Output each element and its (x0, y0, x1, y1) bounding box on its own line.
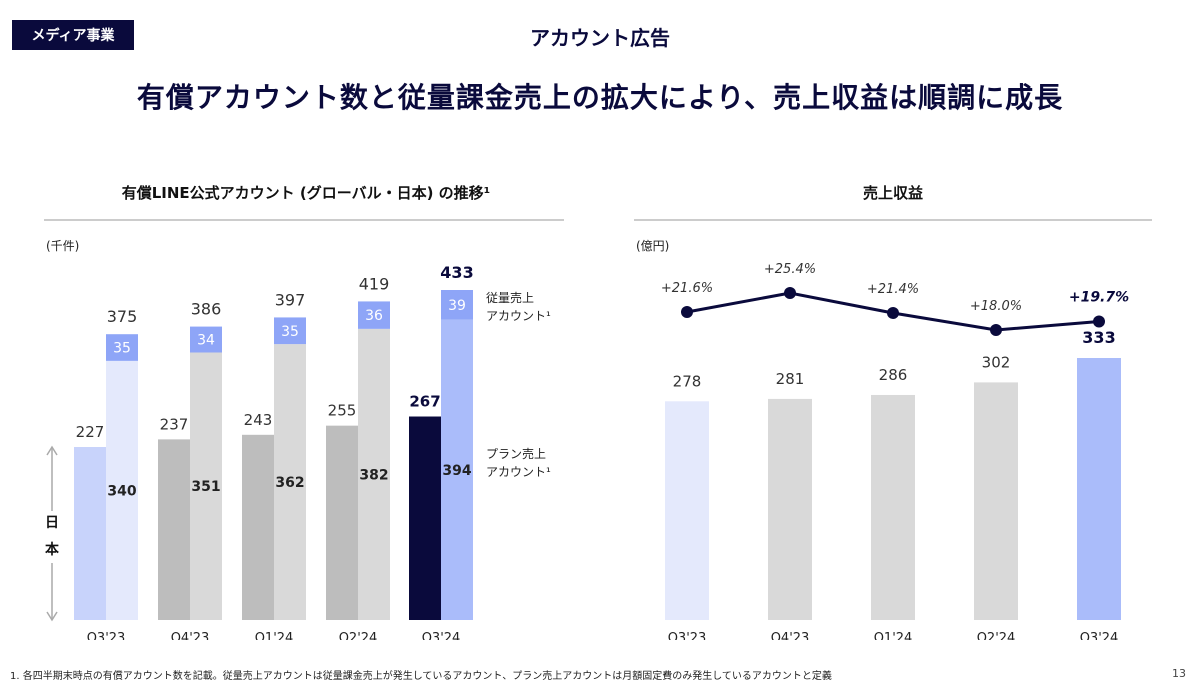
japan-account-bar (242, 434, 274, 620)
page-headline: 有償アカウント数と従量課金売上の拡大により、売上収益は順調に成長 (136, 81, 1064, 114)
growth-rate-label: +21.6% (661, 281, 713, 296)
plan-account-bar (106, 360, 138, 620)
japan-account-bar (158, 439, 190, 620)
usage-account-value-label: 35 (113, 341, 131, 357)
x-tick-label: Q4'23 (771, 631, 810, 640)
revenue-bar (974, 382, 1018, 620)
usage-account-value-label: 35 (281, 324, 299, 340)
plan-account-value-label: 394 (442, 463, 471, 479)
usage-account-bar (106, 334, 138, 361)
arrow-down-icon (46, 611, 58, 622)
paid-accounts-chart: 有償LINE公式アカウント (グローバル・日本) の推移¹ (千件) 227 34… (42, 184, 564, 640)
plan-account-value-label: 362 (275, 475, 304, 491)
x-tick-label: Q4'23 (171, 631, 210, 640)
left-chart-title: 有償LINE公式アカウント (グローバル・日本) の推移¹ (122, 184, 491, 202)
footnote: 1. 各四半期末時点の有償アカウント数を記載。従量売上アカウントは従量課金売上が… (10, 671, 832, 682)
legend-usage-accounts-line1: 従量売上 (486, 290, 534, 305)
plan-account-bar (274, 344, 306, 620)
usage-account-value-label: 39 (448, 298, 466, 314)
revenue-bar (768, 398, 812, 620)
japan-label-background (42, 511, 62, 563)
usage-account-bar (358, 301, 390, 329)
revenue-chart: 売上収益 (億円) 278 Q3'23 281 Q4'23 286 Q1'24 302 Q2'… (634, 184, 1152, 640)
right-unit-label: (億円) (636, 239, 669, 253)
arrow-up-icon (46, 445, 58, 456)
growth-rate-point (887, 307, 899, 319)
plan-account-bar (441, 319, 473, 620)
x-tick-label: Q3'23 (87, 631, 126, 640)
growth-rate-label: +19.7% (1069, 290, 1129, 306)
total-account-value-label: 419 (359, 274, 390, 293)
total-account-value-label: 433 (440, 263, 473, 282)
legend-usage-accounts-line2: アカウント¹ (486, 309, 551, 323)
japan-account-value-label: 267 (409, 393, 440, 411)
plan-account-value-label: 351 (191, 479, 220, 495)
japan-account-value-label: 237 (160, 415, 189, 433)
right-chart-title: 売上収益 (863, 184, 923, 202)
plan-account-value-label: 340 (107, 483, 136, 499)
usage-account-value-label: 34 (197, 333, 215, 349)
japan-account-bar (326, 425, 358, 620)
section-title: アカウント広告 (530, 26, 670, 50)
total-account-value-label: 375 (107, 307, 138, 326)
x-tick-label: Q3'24 (1080, 631, 1119, 640)
growth-rate-point (1093, 315, 1105, 328)
usage-account-bar (274, 317, 306, 345)
japan-account-bar (409, 416, 441, 620)
revenue-bar (1077, 358, 1121, 620)
legend-plan-accounts-line1: プラン売上 (486, 446, 546, 461)
plan-account-bar (358, 328, 390, 620)
total-account-value-label: 397 (275, 290, 306, 309)
x-tick-label: Q1'24 (255, 631, 294, 640)
growth-rate-point (784, 287, 796, 299)
japan-label-char-1: 日 (45, 515, 59, 531)
plan-account-value-label: 382 (359, 467, 388, 483)
x-tick-label: Q3'24 (422, 631, 461, 640)
growth-rate-label: +25.4% (764, 262, 816, 277)
legend-plan-accounts-line2: アカウント¹ (486, 465, 551, 479)
revenue-value-label: 278 (673, 372, 702, 390)
x-tick-label: Q2'24 (977, 631, 1016, 640)
x-tick-label: Q2'24 (339, 631, 378, 640)
growth-rate-point (990, 324, 1002, 336)
growth-rate-point (681, 306, 693, 318)
usage-account-bar (190, 326, 222, 353)
total-account-value-label: 386 (191, 300, 222, 319)
revenue-value-label: 281 (776, 370, 805, 388)
left-unit-label: (千件) (46, 239, 79, 253)
revenue-value-label: 286 (879, 366, 908, 384)
revenue-value-label: 302 (982, 353, 1011, 371)
revenue-value-label: 333 (1082, 328, 1115, 347)
growth-rate-label: +21.4% (867, 282, 919, 297)
business-segment-badge: メディア事業 (12, 20, 134, 50)
japan-account-bar (74, 446, 106, 620)
japan-account-value-label: 227 (76, 423, 105, 441)
japan-label-char-2: 本 (45, 541, 60, 558)
japan-account-value-label: 243 (244, 411, 273, 429)
revenue-bar (665, 401, 709, 620)
usage-account-bar (441, 290, 473, 320)
page-number: 13 (1172, 667, 1186, 680)
revenue-bar (871, 394, 915, 620)
x-tick-label: Q1'24 (874, 631, 913, 640)
x-tick-label: Q3'23 (668, 631, 707, 640)
growth-rate-label: +18.0% (970, 299, 1022, 314)
usage-account-value-label: 36 (365, 308, 383, 324)
plan-account-bar (190, 352, 222, 620)
japan-account-value-label: 255 (328, 402, 357, 420)
